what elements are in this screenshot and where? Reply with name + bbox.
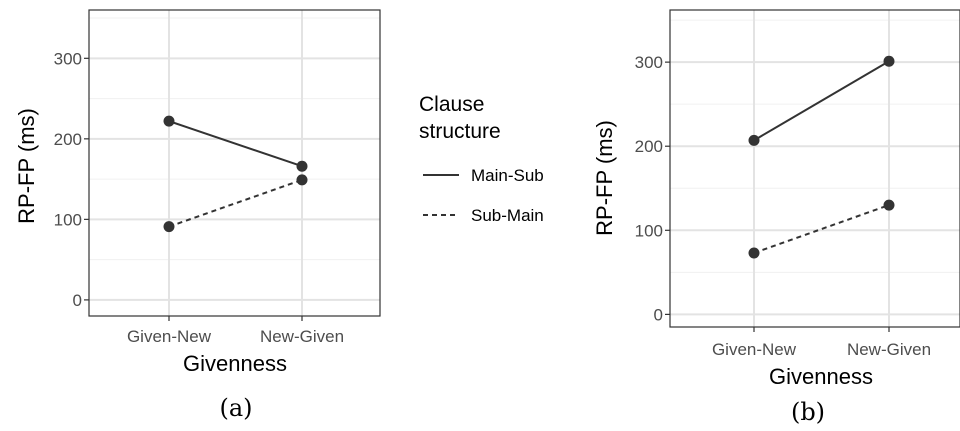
panel-b-y-ticks: 0 100 200 300 [635,53,670,324]
legend-title-line1: Clause [419,93,484,116]
panel-b-background [670,10,960,327]
panel-a-y-tick-label: 0 [73,291,82,310]
panel-a-line-main-sub [168,120,303,168]
panel-a-caption: (a) [219,394,252,422]
panel-a-x-ticks: Given-New New-Given [127,316,344,346]
panel-b-line-sub-main [753,204,890,254]
panel-a-y-tick-label: 300 [54,49,82,68]
panel-b-point-sub-main [748,247,760,259]
panel-a-background [89,10,380,316]
panel-b-point-sub-main [883,199,895,211]
panel-a-border [88,9,381,317]
panel-b-point-main-sub [748,134,760,146]
panel-a-y-axis-title: RP-FP (ms) [14,108,39,224]
panel-a-y-ticks: 0 100 200 300 [54,49,89,310]
panel-a-y-tick-label: 100 [54,210,82,229]
panel-b-x-tick-label: New-Given [847,340,931,359]
legend-label-main-sub: Main-Sub [471,166,544,185]
panel-b-x-tick-label: Given-New [712,340,797,359]
panel-a-y-tick-label: 200 [54,130,82,149]
panel-b-lines [748,55,895,259]
panel-b-y-tick-label: 300 [635,53,663,72]
panel-a-point-main-sub [296,160,308,172]
panel-b-x-ticks: Given-New New-Given [712,327,931,359]
panel-a-line-sub-main [168,178,303,228]
legend: Clause structure Main-Sub Sub-Main [419,93,544,225]
panel-b-y-tick-label: 100 [635,221,663,240]
panel-a-point-sub-main [296,174,308,186]
panel-a-x-tick-label: Given-New [127,327,212,346]
panel-b-border [669,9,960,328]
panel-a-point-sub-main [163,221,175,233]
panel-a-grid [89,10,380,316]
panel-b-y-tick-label: 200 [635,137,663,156]
panel-b-x-axis-title: Givenness [769,364,873,389]
panel-b-point-main-sub [883,55,895,67]
panel-b-y-axis-title: RP-FP (ms) [592,120,617,236]
panel-a-lines [163,115,308,233]
panel-a-x-tick-label: New-Given [260,327,344,346]
panel-b-grid [670,10,960,327]
panel-a-point-main-sub [163,115,175,127]
panel-b-caption: (b) [791,398,825,426]
legend-title-line2: structure [419,120,501,143]
legend-label-sub-main: Sub-Main [471,206,544,225]
panel-a-x-axis-title: Givenness [183,351,287,376]
panel-b-line-main-sub [753,60,890,142]
panel-b-y-tick-label: 0 [654,305,663,324]
